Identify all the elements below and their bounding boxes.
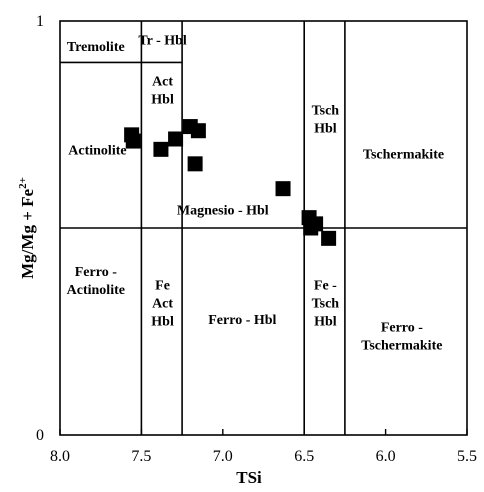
y-tick-label: 1	[36, 13, 44, 30]
field-label-line: Hbl	[151, 315, 174, 330]
data-point	[190, 123, 206, 139]
field-label-line: Ferro -	[381, 321, 423, 336]
field-label-10: Fe - Tsch Hbl	[312, 279, 340, 330]
x-tick-label: 5.5	[457, 448, 477, 465]
field-boundaries	[60, 21, 467, 435]
field-label-9: Ferro - Hbl	[208, 313, 276, 328]
field-label-6: Tschermakite	[363, 147, 444, 162]
field-label-0: Tremolite	[67, 40, 125, 55]
field-label-line: Actinolite	[67, 283, 125, 298]
x-axis-ticks: 8.0 7.5 7.0 6.5 6.0 5.5	[50, 429, 477, 465]
y-tick-label: 0	[36, 427, 44, 444]
field-label-line: Tsch	[312, 103, 340, 118]
y-axis-title-main: Mg/Mg + Fe	[18, 188, 37, 278]
data-points	[124, 119, 337, 246]
x-tick-label: 6.0	[376, 448, 396, 465]
field-label-line: Ferro - Hbl	[208, 313, 276, 328]
field-label-line: Hbl	[314, 315, 337, 330]
field-label-line: Fe	[155, 279, 170, 294]
field-label-line: Tr - Hbl	[138, 34, 187, 49]
field-label-line: Ferro -	[75, 265, 117, 280]
field-label-5: Tsch Hbl	[312, 103, 340, 136]
x-tick-label: 7.5	[131, 448, 151, 465]
data-point	[168, 131, 184, 147]
field-label-1: Tr - Hbl	[138, 34, 187, 49]
data-point	[321, 230, 337, 246]
field-label-line: Tsch	[312, 297, 340, 312]
field-label-line: Hbl	[314, 121, 337, 136]
field-label-line: Magnesio - Hbl	[177, 203, 269, 218]
data-point	[308, 216, 324, 232]
field-label-7: Ferro - Actinolite	[67, 265, 125, 298]
field-label-line: Actinolite	[68, 143, 126, 158]
field-labels: Tremolite Tr - Hbl Act Hbl Actinolite Magnesi…	[67, 34, 444, 354]
field-label-line: Hbl	[151, 92, 174, 107]
x-tick-label: 7.0	[213, 448, 233, 465]
data-point	[275, 181, 291, 197]
data-point	[187, 156, 203, 172]
y-axis-title: Mg/Mg + Fe2+	[17, 177, 37, 279]
y-axis-ticks: 01	[36, 13, 44, 444]
field-label-line: Act	[152, 74, 173, 89]
field-label-line: Tschermakite	[363, 147, 444, 162]
field-label-3: Actinolite	[68, 143, 126, 158]
x-axis-title: TSi	[236, 468, 262, 487]
field-label-line: Act	[152, 297, 173, 312]
data-point	[125, 133, 141, 149]
x-tick-label: 8.0	[50, 448, 70, 465]
field-label-line: Tremolite	[67, 40, 125, 55]
field-label-2: Act Hbl	[151, 74, 174, 107]
x-tick-label: 6.5	[294, 448, 314, 465]
y-axis-title-superscript: 2+	[17, 177, 29, 189]
field-label-4: Magnesio - Hbl	[177, 203, 269, 218]
field-label-8: Fe Act Hbl	[151, 279, 174, 330]
data-point	[153, 141, 169, 157]
field-label-line: Fe -	[314, 279, 337, 294]
field-label-line: Tschermakite	[361, 339, 442, 354]
field-label-11: Ferro - Tschermakite	[361, 321, 442, 354]
